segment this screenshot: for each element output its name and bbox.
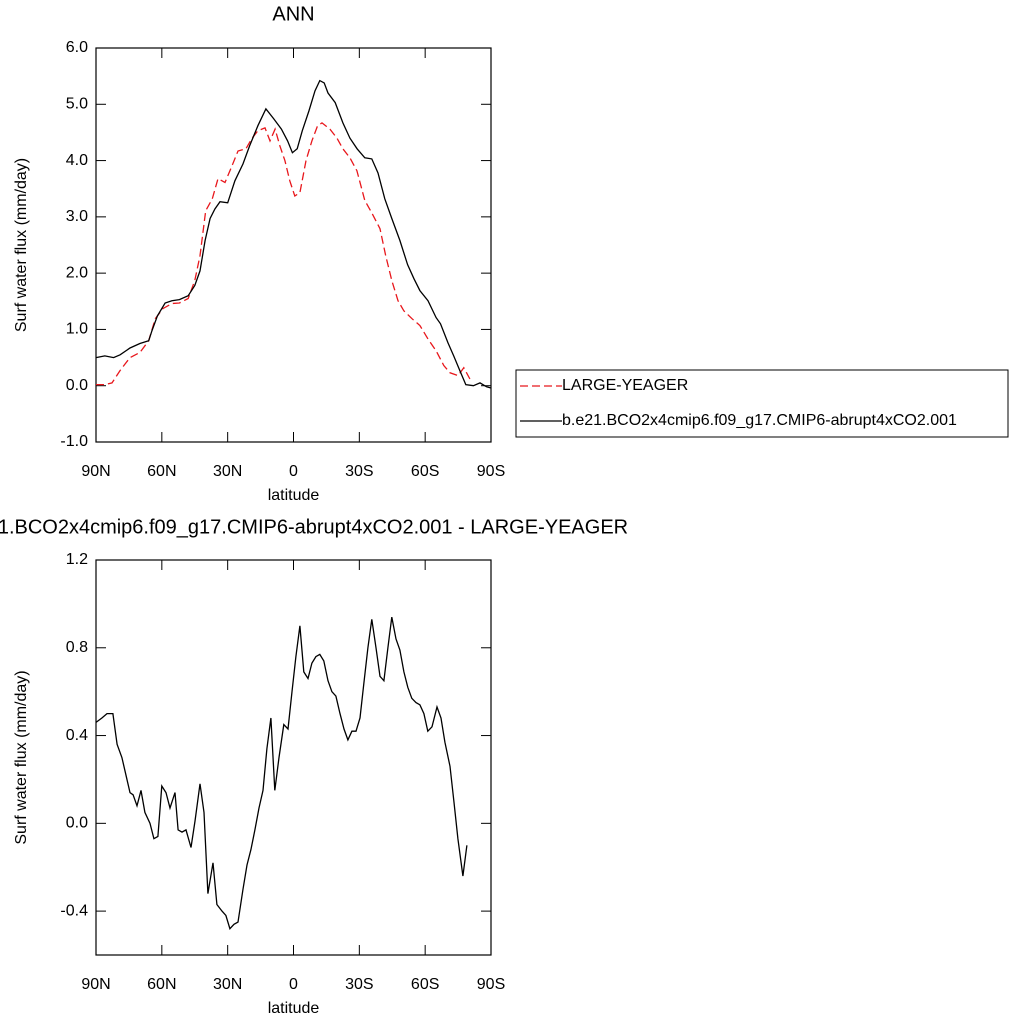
x-tick-label: 90S — [477, 976, 505, 993]
y-tick-label: 5.0 — [66, 96, 88, 113]
y-tick-label: 6.0 — [66, 39, 88, 56]
y-tick-label: 0.4 — [66, 727, 88, 744]
x-tick-label: 30S — [345, 976, 373, 993]
x-axis-label: latitude — [268, 487, 320, 504]
y-tick-label: 0.0 — [66, 377, 88, 394]
y-tick-label: 0.8 — [66, 639, 88, 656]
chart-title: ANN — [272, 3, 314, 25]
x-tick-label: 30N — [213, 463, 242, 480]
y-tick-label: 1.2 — [66, 551, 88, 568]
data-line — [95, 79, 492, 389]
chart-title: b.e21.BCO2x4cmip6.f09_g17.CMIP6-abrupt4x… — [0, 516, 628, 538]
x-axis-label: latitude — [268, 1000, 320, 1017]
x-tick-label: 90N — [81, 463, 110, 480]
x-tick-label: 30S — [345, 463, 373, 480]
x-tick-label: 30N — [213, 976, 242, 993]
x-tick-label: 90N — [81, 976, 110, 993]
x-tick-label: 60S — [411, 976, 439, 993]
x-tick-label: 60S — [411, 463, 439, 480]
data-line — [95, 616, 468, 930]
plot-frame — [95, 47, 492, 443]
x-tick-label: 0 — [289, 463, 298, 480]
y-tick-label: 2.0 — [66, 264, 88, 281]
y-tick-label: -0.4 — [60, 902, 88, 919]
legend-label: LARGE-YEAGER — [562, 377, 688, 394]
y-tick-label: 3.0 — [66, 208, 88, 225]
y-axis-label: Surf water flux (mm/day) — [13, 158, 30, 332]
x-tick-label: 60N — [147, 976, 176, 993]
y-tick-label: -1.0 — [60, 433, 88, 450]
x-tick-label: 90S — [477, 463, 505, 480]
y-tick-label: 0.0 — [66, 815, 88, 832]
x-tick-label: 60N — [147, 463, 176, 480]
y-tick-label: 1.0 — [66, 321, 88, 338]
y-axis-label: Surf water flux (mm/day) — [13, 670, 30, 844]
plot-frame — [95, 559, 492, 956]
legend-box — [515, 369, 1009, 438]
y-tick-label: 4.0 — [66, 152, 88, 169]
x-tick-label: 0 — [289, 976, 298, 993]
data-line — [96, 122, 471, 386]
legend-label: b.e21.BCO2x4cmip6.f09_g17.CMIP6-abrupt4x… — [562, 412, 957, 429]
